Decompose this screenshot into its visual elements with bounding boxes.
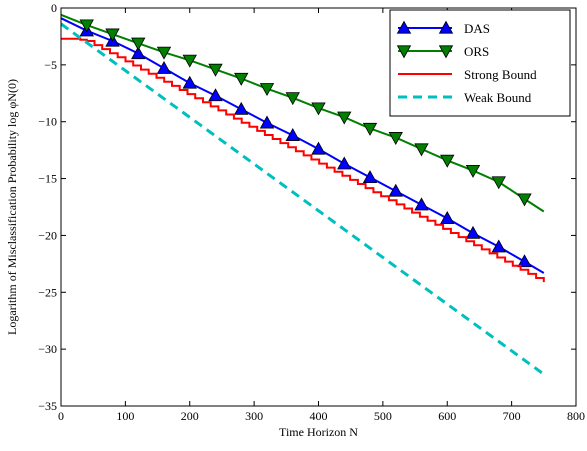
y-tick-label: −10 (38, 115, 57, 129)
ors-marker (79, 19, 94, 33)
ors-marker (182, 54, 197, 68)
ors-marker (440, 154, 455, 168)
y-axis-title: Logarithm of Misclassification Probabili… (5, 79, 19, 335)
ors-marker (234, 72, 249, 86)
ors-marker (388, 132, 403, 145)
x-axis-title: Time Horizon N (279, 425, 358, 439)
x-tick-label: 300 (245, 409, 263, 423)
legend-label-das: DAS (464, 21, 490, 36)
das-marker (156, 60, 172, 74)
ors-marker (131, 37, 146, 51)
x-tick-label: 200 (181, 409, 199, 423)
plot-area (60, 13, 545, 376)
ors-marker (259, 83, 275, 97)
das-marker (440, 211, 455, 224)
ors-marker (362, 122, 378, 136)
das-marker (311, 141, 326, 155)
legend-label-strong-bound: Strong Bound (464, 67, 537, 82)
legend-ors-marker (396, 45, 412, 59)
strong-bound-line (61, 37, 545, 283)
das-marker (285, 128, 300, 141)
y-tick-label: −35 (38, 399, 57, 413)
x-tick-label: 400 (310, 409, 328, 423)
y-tick-label: −30 (38, 342, 57, 356)
legend-label-weak-bound: Weak Bound (464, 90, 532, 105)
das-marker (208, 88, 223, 102)
x-tick-label: 700 (503, 409, 521, 423)
axes: 0 100 200 300 400 500 600 700 800 0 −5 −10 −15 −20 −25… (38, 1, 585, 423)
x-tick-label: 800 (567, 409, 585, 423)
das-marker (337, 156, 352, 170)
ors-marker (491, 176, 506, 190)
ors-marker (311, 102, 326, 116)
das-marker (234, 101, 249, 115)
ors-marker (105, 28, 120, 42)
das-marker (491, 239, 506, 253)
das-marker (131, 46, 146, 60)
das-marker (182, 75, 197, 89)
y-tick-label: 0 (51, 1, 57, 15)
das-marker (414, 197, 429, 211)
ors-marker (337, 111, 352, 125)
ors-marker (285, 92, 300, 106)
legend-ors-marker (438, 45, 454, 59)
ors-marker (517, 193, 532, 207)
y-tick-label: −20 (38, 228, 57, 242)
das-marker (517, 254, 532, 268)
ors-marker (156, 46, 172, 60)
x-tick-label: 600 (438, 409, 456, 423)
y-tick-label: −25 (38, 285, 57, 299)
weak-bound-line (60, 22, 545, 376)
legend-das-marker (396, 20, 412, 34)
ors-marker (414, 143, 429, 157)
das-marker (388, 183, 403, 197)
legend-das-marker (438, 20, 454, 34)
x-tick-label: 100 (116, 409, 134, 423)
y-tick-label: −15 (38, 172, 57, 186)
y-tick-label: −5 (44, 58, 57, 72)
legend-label-ors: ORS (464, 44, 489, 59)
legend: DAS ORS Strong Bound Weak Bound (389, 9, 571, 117)
x-tick-label: 500 (374, 409, 392, 423)
x-tick-label: 0 (58, 409, 64, 423)
ors-marker (208, 63, 223, 77)
das-marker (465, 225, 481, 239)
das-marker (259, 115, 275, 129)
das-marker (362, 170, 378, 184)
ors-marker (465, 165, 481, 178)
